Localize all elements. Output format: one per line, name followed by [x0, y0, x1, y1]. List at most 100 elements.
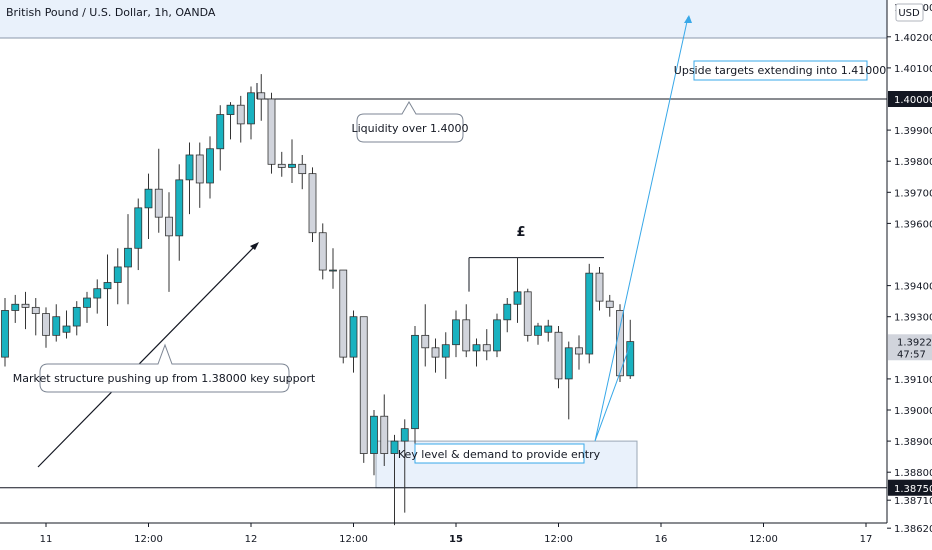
candle-body	[421, 334, 430, 349]
candle	[441, 332, 450, 379]
pound-symbol-label: £	[516, 225, 525, 240]
price-tick-label[interactable]: 1.39800	[894, 157, 932, 168]
price-axis-ticks[interactable]: 1.40200 1.40100 1.39900 1.39800 1.39700 1.396…	[887, 3, 932, 535]
candle	[124, 214, 132, 305]
candle	[154, 148, 163, 233]
candle	[503, 298, 512, 333]
candle	[400, 419, 409, 513]
candle	[329, 248, 337, 289]
time-tick-label[interactable]: 11	[40, 534, 53, 545]
candle	[534, 322, 542, 345]
candle	[626, 319, 635, 379]
price-tick-label[interactable]: 1.40200	[894, 33, 932, 44]
candle	[257, 74, 266, 121]
price-tick-label[interactable]: 1.38620	[894, 524, 932, 535]
trend-arrow-head	[250, 242, 259, 250]
chart-title: British Pound / U.S. Dollar, 1h, OANDA	[6, 6, 216, 19]
candle-body	[185, 154, 194, 181]
currency-label[interactable]: USD	[898, 8, 920, 19]
candle	[421, 304, 430, 367]
time-tick-label[interactable]: 16	[655, 534, 668, 545]
trend-arrow	[37, 242, 259, 468]
candle-body	[339, 269, 348, 358]
time-tick-label[interactable]: 12:00	[339, 534, 368, 545]
projection-arrow-head	[684, 15, 692, 23]
candle-body	[267, 98, 276, 165]
currency-button[interactable]: USD	[895, 3, 924, 22]
candle	[431, 338, 440, 373]
price-tick-label[interactable]: 1.39900	[894, 126, 932, 137]
time-tick-label[interactable]: 12	[245, 534, 258, 545]
price-tick-label[interactable]: 1.39700	[894, 188, 932, 199]
candle	[452, 310, 460, 358]
candle	[247, 86, 255, 140]
candle-body	[31, 306, 40, 314]
candle	[103, 254, 112, 327]
candle-body	[575, 347, 583, 355]
time-tick-label[interactable]: 15	[449, 534, 463, 545]
price-tick-label[interactable]: 1.38710	[894, 496, 932, 507]
candle	[83, 291, 91, 323]
candle	[482, 329, 491, 361]
candle	[277, 151, 286, 177]
candle	[144, 173, 153, 239]
candle-body	[134, 207, 143, 249]
key-level-label: Key level & demand to provide entry	[398, 448, 601, 461]
candle	[462, 304, 471, 358]
price-tick-label[interactable]: 1.38900	[894, 437, 932, 448]
candle	[523, 288, 532, 342]
price-tick-label[interactable]: 1.40100	[894, 64, 932, 75]
candle-body	[482, 344, 491, 352]
candle	[165, 192, 173, 292]
candle	[308, 167, 317, 243]
price-tick-label[interactable]: 1.39100	[894, 375, 932, 386]
candle-body	[52, 316, 61, 336]
candle-body	[390, 440, 399, 454]
price-tick-label[interactable]: 1.39000	[894, 406, 932, 417]
candles	[1, 74, 635, 526]
candle	[513, 257, 522, 323]
candle	[236, 95, 245, 143]
candle	[493, 313, 501, 358]
liquidity-callout: Liquidity over 1.4000	[351, 101, 469, 143]
candle-body	[175, 179, 184, 237]
candle-body	[400, 428, 409, 442]
candle	[11, 294, 20, 323]
candle-body	[503, 303, 512, 321]
upside-target-box: Upside targets extending into 1.41000	[674, 60, 886, 81]
candle-body	[206, 148, 214, 184]
time-tick-label[interactable]: 17	[860, 534, 873, 545]
candle-body	[370, 415, 378, 454]
candle-body	[308, 173, 317, 234]
candle	[554, 326, 563, 389]
candle-body	[195, 154, 204, 184]
candle	[605, 294, 614, 317]
candle-body	[124, 247, 132, 268]
candle-body	[349, 316, 358, 358]
time-tick-label[interactable]: 12:00	[544, 534, 573, 545]
candle-body	[534, 325, 542, 336]
price-tick-label[interactable]: 1.38800	[894, 468, 932, 479]
candle	[564, 341, 573, 420]
time-axis-ticks[interactable]: 11 12:00 12 12:00 15 12:00 16 12:00 17	[40, 523, 873, 545]
candle	[339, 269, 348, 364]
candle-body	[626, 341, 635, 377]
candle	[226, 102, 235, 140]
time-tick-label[interactable]: 12:00	[134, 534, 163, 545]
candle	[42, 307, 50, 348]
price-tick-label[interactable]: 1.39400	[894, 282, 932, 293]
price-tick-label[interactable]: 1.39300	[894, 313, 932, 324]
candle-body	[154, 188, 163, 218]
candle-body	[165, 216, 173, 237]
countdown-label: 47:57	[897, 349, 926, 360]
projection-path	[594, 16, 689, 442]
candle	[216, 105, 225, 171]
price-tick-label[interactable]: 1.39600	[894, 219, 932, 230]
candle-body	[605, 300, 614, 308]
candle	[206, 136, 214, 199]
time-tick-label[interactable]: 12:00	[749, 534, 778, 545]
candle-body	[452, 319, 460, 346]
candle	[62, 310, 71, 339]
candle-body	[144, 188, 153, 209]
